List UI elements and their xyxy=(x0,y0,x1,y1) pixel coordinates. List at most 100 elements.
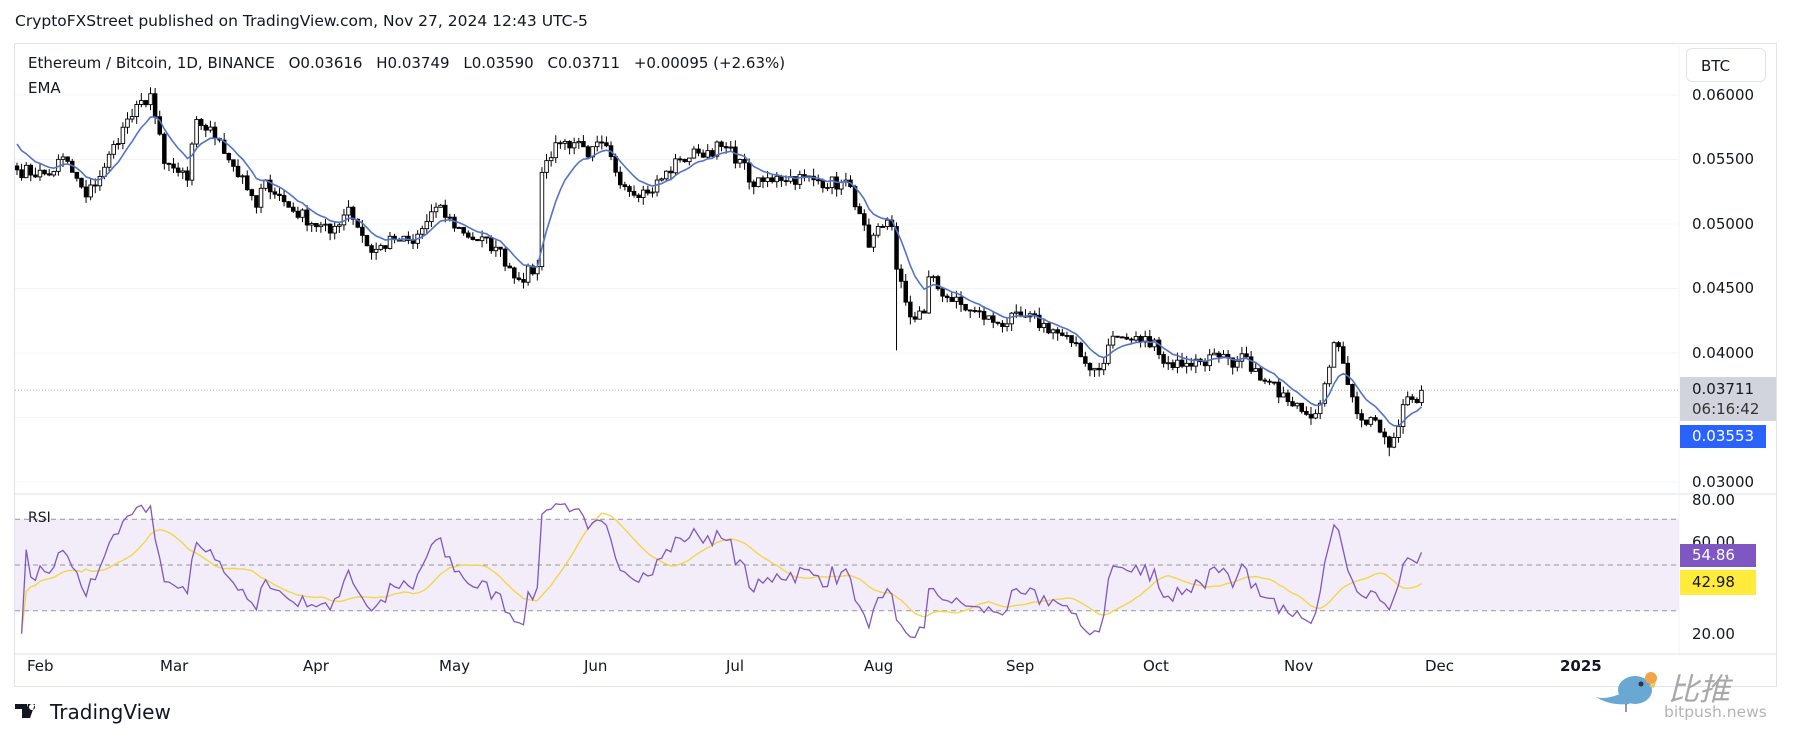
candle-up xyxy=(756,177,761,188)
candle-down xyxy=(470,236,476,240)
time-tick: Dec xyxy=(1425,657,1455,675)
candle-down xyxy=(231,159,236,167)
candle-down xyxy=(74,171,80,179)
candle-up xyxy=(387,235,393,249)
candle-up xyxy=(1331,342,1337,368)
candle-up xyxy=(986,315,991,320)
candle-down xyxy=(792,176,798,185)
candle-down xyxy=(83,186,89,198)
candle-down xyxy=(277,193,282,196)
candle-up xyxy=(346,206,351,216)
candle-up xyxy=(839,181,844,190)
chart-frame xyxy=(14,43,1777,687)
candle-up xyxy=(875,226,881,236)
rsi-indicator-label[interactable]: RSI xyxy=(28,510,51,526)
candle-down xyxy=(1073,342,1079,345)
candle-down xyxy=(677,158,683,161)
candle-down xyxy=(1340,346,1346,364)
candle-down xyxy=(1377,419,1383,433)
candle-down xyxy=(820,179,826,189)
candle-up xyxy=(664,170,669,180)
candle-down xyxy=(1230,357,1235,368)
candle-down xyxy=(452,216,457,229)
time-tick: Sep xyxy=(1006,657,1035,675)
candle-down xyxy=(1060,332,1065,336)
candles xyxy=(15,87,1424,457)
rsi-ma-line xyxy=(20,512,1422,634)
publish-line: CryptoFXStreet published on TradingView.… xyxy=(15,12,588,30)
candle-up xyxy=(1396,426,1401,438)
candle-down xyxy=(1363,419,1369,425)
candle-up xyxy=(1317,402,1323,415)
candle-up xyxy=(419,228,425,235)
candle-up xyxy=(1313,413,1318,419)
candle-down xyxy=(981,310,987,320)
footer-brand[interactable]: TradingView xyxy=(50,700,171,724)
candle-down xyxy=(558,142,563,145)
candle-down xyxy=(599,141,605,144)
candle-down xyxy=(880,226,885,228)
candle-down xyxy=(198,119,204,126)
watermark-en: bitpush.news xyxy=(1664,703,1767,721)
candle-down xyxy=(645,189,651,194)
candle-down xyxy=(281,195,287,203)
candle-down xyxy=(33,174,38,178)
price-tick: 0.03000 xyxy=(1692,473,1755,491)
candle-down xyxy=(866,224,872,248)
candle-up xyxy=(1400,404,1406,427)
candle-down xyxy=(203,125,209,131)
candle-down xyxy=(944,295,950,298)
candle-down xyxy=(15,165,20,171)
candle-up xyxy=(378,245,384,250)
ohlc-low: L0.03590 xyxy=(463,54,534,72)
candle-down xyxy=(1345,362,1351,385)
candle-down xyxy=(327,223,333,234)
candle-down xyxy=(42,169,47,175)
candle-down xyxy=(466,232,471,238)
candle-up xyxy=(654,179,660,193)
candle-down xyxy=(949,297,955,302)
candle-down xyxy=(585,146,591,158)
candle-down xyxy=(636,194,641,198)
candle-down xyxy=(249,189,255,197)
candle-down xyxy=(1248,356,1254,372)
time-tick: Mar xyxy=(160,657,189,675)
candle-down xyxy=(742,159,747,164)
candle-down xyxy=(604,142,609,147)
ema-indicator-label[interactable]: EMA xyxy=(28,79,61,97)
candle-down xyxy=(350,206,356,220)
candle-up xyxy=(829,176,835,188)
candle-up xyxy=(728,146,734,149)
currency-button[interactable]: BTC xyxy=(1686,48,1766,82)
candle-down xyxy=(1414,398,1420,403)
candle-up xyxy=(1041,322,1047,329)
candle-up xyxy=(1050,329,1056,334)
candle-up xyxy=(705,150,710,158)
candle-down xyxy=(226,153,232,161)
candle-down xyxy=(972,309,978,312)
candle-up xyxy=(129,116,135,120)
candle-up xyxy=(479,236,485,242)
candle-up xyxy=(562,140,568,144)
candle-down xyxy=(977,310,982,313)
candle-down xyxy=(1083,356,1088,364)
candle-down xyxy=(912,316,918,320)
candle-down xyxy=(1258,368,1263,381)
bitpush-bird-icon xyxy=(1596,672,1657,712)
candle-down xyxy=(1087,362,1093,371)
candle-down xyxy=(1096,367,1102,371)
symbol-title[interactable]: Ethereum / Bitcoin, 1D, BINANCE xyxy=(28,54,275,72)
candle-up xyxy=(797,174,803,185)
candle-up xyxy=(424,221,430,230)
candle-down xyxy=(1285,392,1291,403)
rsi-ma-value-badge: 42.98 xyxy=(1680,570,1756,595)
candle-down xyxy=(1156,339,1162,356)
candle-down xyxy=(1188,362,1194,367)
candle-up xyxy=(97,175,103,187)
bar-countdown: 06:16:42 xyxy=(1692,400,1760,418)
candle-down xyxy=(502,248,508,267)
candle-up xyxy=(1368,417,1374,425)
candle-up xyxy=(691,148,697,159)
candle-up xyxy=(673,158,678,174)
